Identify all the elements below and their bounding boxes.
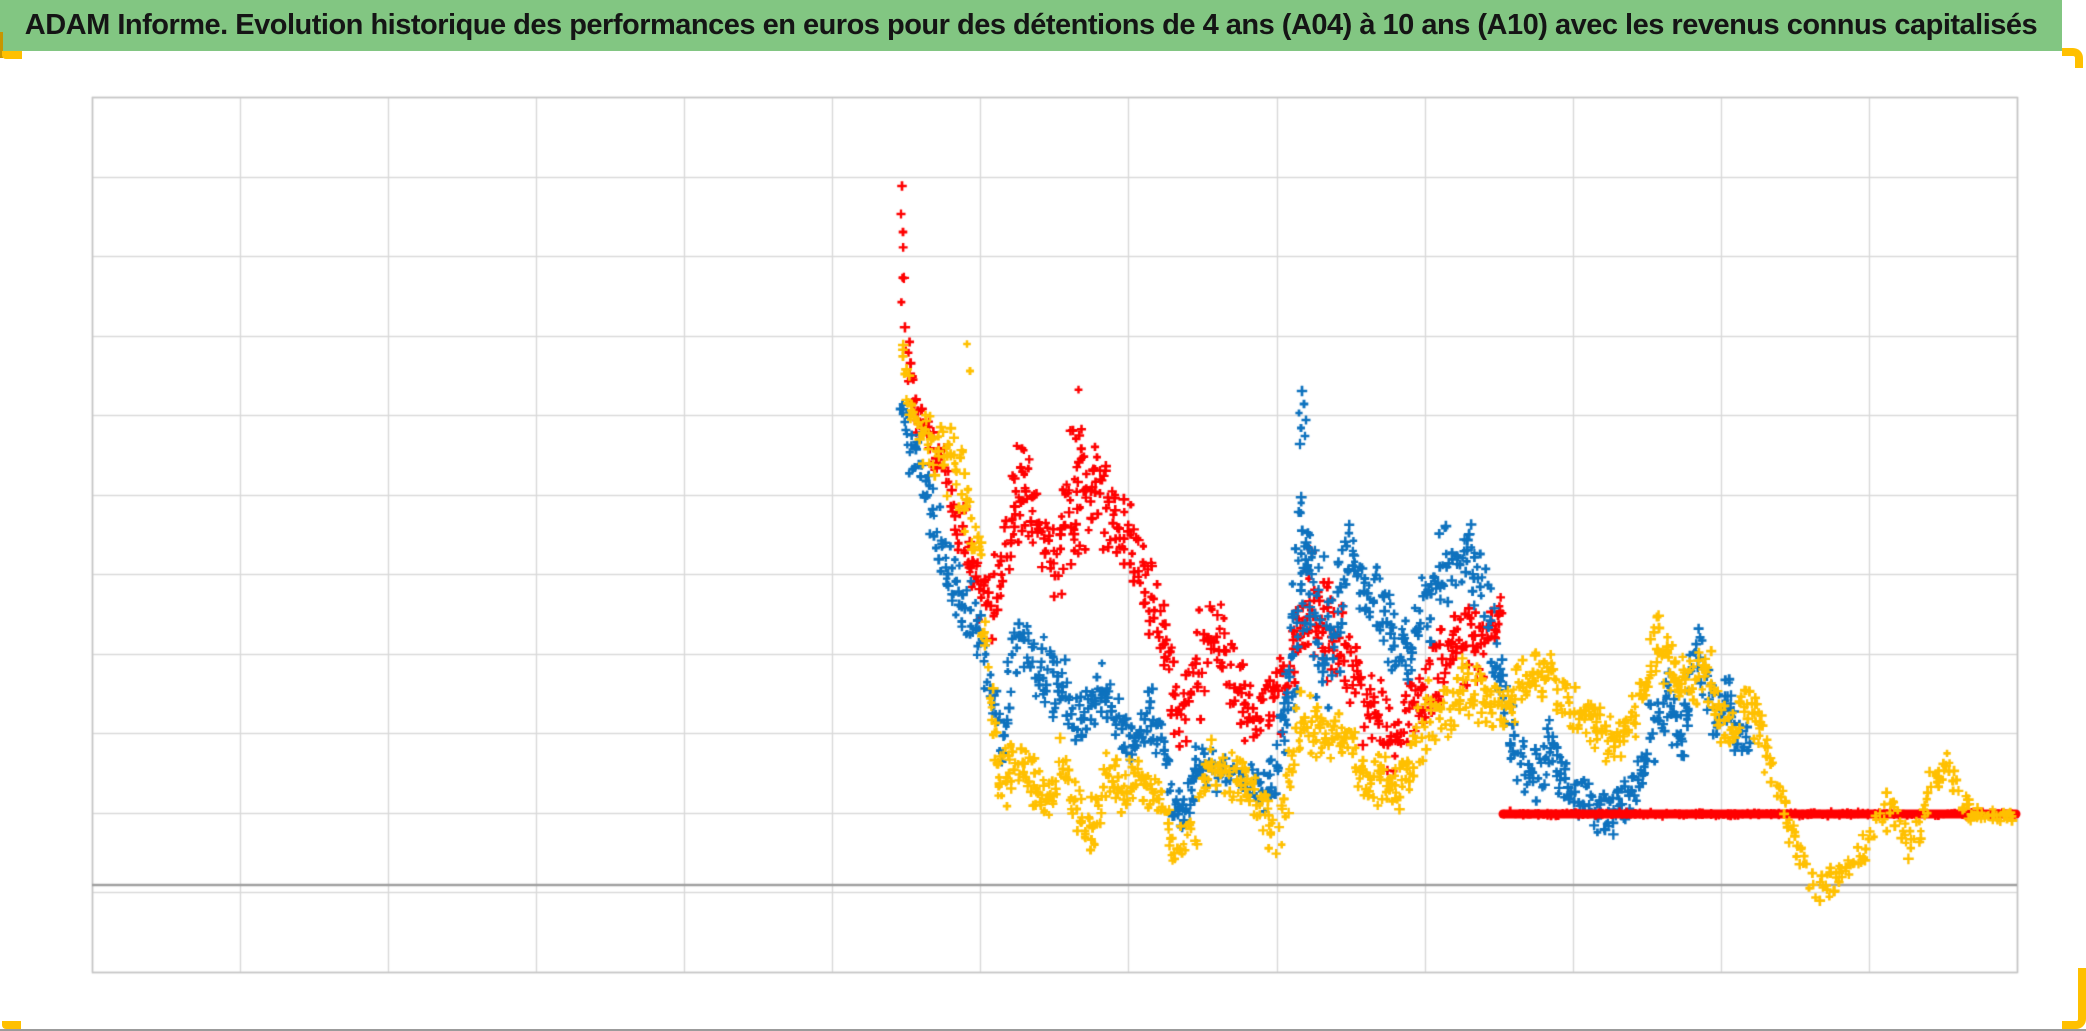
corner-accent-bottom-right [2062,968,2086,1029]
page-title: ADAM Informe. Evolution historique des p… [24,9,2038,41]
corner-accent-top-left [2,51,22,59]
corner-accent-top-left-sliver [0,32,3,58]
title-bar: ADAM Informe. Evolution historique des p… [0,0,2062,51]
corner-accent-bottom-left [2,1021,21,1029]
bottom-rule [0,1029,2086,1031]
corner-accent-top-right [2062,48,2083,68]
